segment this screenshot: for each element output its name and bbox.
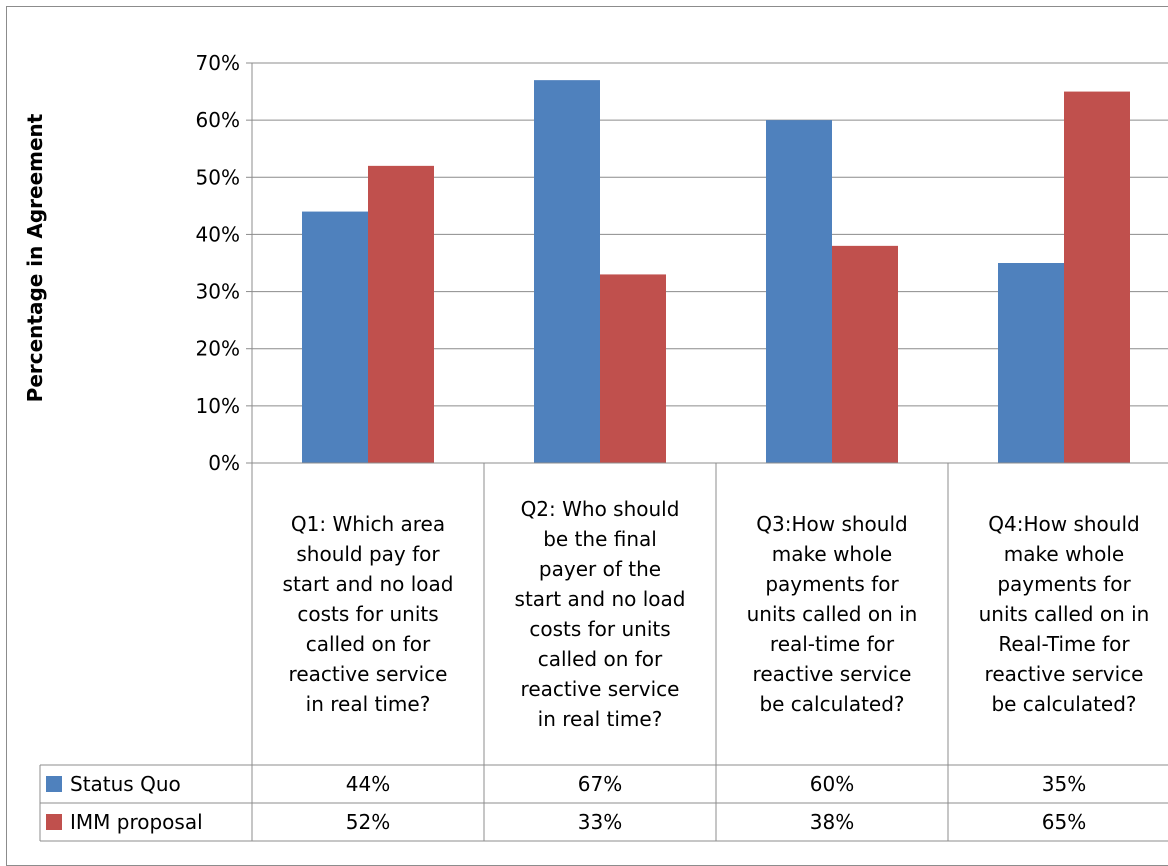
data-table-value: 38%	[810, 810, 854, 834]
bar-imm-proposal	[368, 165, 434, 463]
bar-status-quo	[534, 80, 600, 464]
bar-imm-proposal	[600, 274, 666, 463]
x-category-label: Q3:How should make whole payments for units…	[747, 512, 918, 716]
y-tick-label: 40%	[196, 222, 240, 246]
y-tick-label: 10%	[196, 394, 240, 418]
x-category-label: Q4:How should make whole payments for units…	[979, 512, 1150, 716]
y-tick-label: 30%	[196, 280, 240, 304]
data-table-value: 33%	[578, 810, 622, 834]
y-tick-label: 70%	[196, 51, 240, 75]
y-tick-label: 0%	[208, 451, 240, 475]
bars	[302, 80, 1130, 464]
x-category-label: Q1: Which area should pay for start and no…	[283, 512, 454, 716]
x-category-label: Q2: Who should be the final payer of the st…	[515, 497, 686, 731]
data-table-value: 44%	[346, 772, 390, 796]
bar-status-quo	[766, 120, 832, 464]
data-table-value: 35%	[1042, 772, 1086, 796]
legend-swatch	[46, 814, 62, 830]
data-table-value: 60%	[810, 772, 854, 796]
y-tick-label: 20%	[196, 337, 240, 361]
y-tick-label: 60%	[196, 108, 240, 132]
y-tick-label: 50%	[196, 165, 240, 189]
data-table-value: 52%	[346, 810, 390, 834]
legend-label: IMM proposal	[70, 810, 203, 834]
bar-status-quo	[302, 211, 368, 463]
legend-swatch	[46, 776, 62, 792]
y-axis-label: Percentage in Agreement	[23, 113, 47, 402]
bar-imm-proposal	[832, 245, 898, 463]
data-table-value: 65%	[1042, 810, 1086, 834]
bar-status-quo	[998, 263, 1064, 463]
data-table: Q1: Which area should pay for start and no…	[39, 462, 1168, 842]
y-axis: 0% 10% 20% 30% 40% 50% 60% 70%	[196, 51, 253, 475]
data-table-value: 67%	[578, 772, 622, 796]
bar-imm-proposal	[1064, 91, 1130, 464]
legend-label: Status Quo	[70, 772, 181, 796]
